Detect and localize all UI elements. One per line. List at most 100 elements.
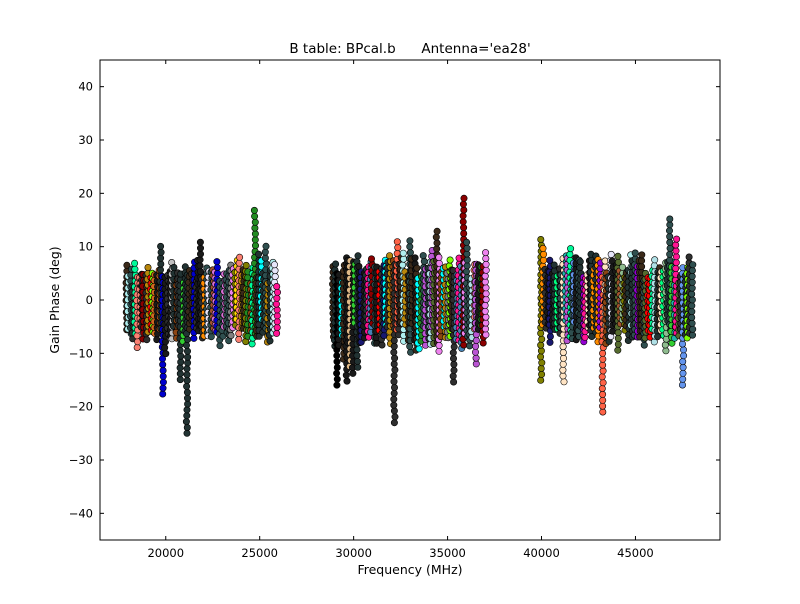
data-point bbox=[157, 260, 165, 268]
axis-ticks: 20000 25000 30000 35000 40000 45000 −40 −30 −20 −… bbox=[69, 60, 720, 560]
data-point bbox=[460, 194, 468, 202]
data-point bbox=[176, 364, 184, 372]
x-tick-label: 40000 bbox=[523, 546, 560, 560]
data-point bbox=[537, 236, 545, 244]
data-point bbox=[144, 263, 152, 271]
data-point bbox=[576, 258, 584, 266]
data-point bbox=[394, 244, 402, 252]
data-point bbox=[482, 331, 490, 339]
data-point bbox=[273, 312, 281, 320]
data-point bbox=[688, 302, 696, 310]
data-point bbox=[466, 342, 474, 350]
data-point bbox=[460, 341, 468, 349]
data-point bbox=[332, 260, 340, 268]
data-point bbox=[638, 257, 646, 265]
data-point bbox=[688, 331, 696, 339]
data-point bbox=[614, 329, 622, 337]
data-point bbox=[688, 278, 696, 286]
data-point bbox=[482, 319, 490, 327]
data-point bbox=[459, 218, 467, 226]
data-point bbox=[599, 379, 607, 387]
data-point bbox=[342, 371, 350, 379]
data-point bbox=[540, 256, 548, 264]
data-point bbox=[411, 254, 419, 262]
x-tick-label: 45000 bbox=[617, 546, 654, 560]
data-point bbox=[251, 224, 259, 232]
data-point bbox=[679, 369, 687, 377]
data-point bbox=[176, 376, 184, 384]
data-point bbox=[143, 336, 151, 344]
data-point bbox=[471, 348, 479, 356]
data-point bbox=[472, 354, 480, 362]
data-point bbox=[183, 371, 191, 379]
data-point bbox=[666, 233, 674, 241]
data-point bbox=[184, 353, 192, 361]
data-point bbox=[651, 256, 659, 264]
data-point bbox=[599, 402, 607, 410]
data-point bbox=[390, 336, 398, 344]
data-point bbox=[614, 340, 622, 348]
data-point bbox=[390, 360, 398, 368]
data-point bbox=[685, 253, 693, 261]
y-tick-label: 40 bbox=[78, 80, 93, 94]
data-point bbox=[255, 250, 263, 258]
data-point bbox=[273, 306, 281, 314]
data-point bbox=[482, 284, 490, 292]
data-point bbox=[462, 268, 470, 276]
data-point bbox=[679, 358, 687, 366]
data-point bbox=[614, 346, 622, 354]
data-point bbox=[353, 357, 361, 365]
data-point bbox=[353, 346, 361, 354]
data-point bbox=[680, 352, 688, 360]
data-point bbox=[390, 401, 398, 409]
data-point bbox=[406, 249, 414, 257]
data-point bbox=[599, 349, 607, 357]
data-point bbox=[449, 349, 457, 357]
data-point bbox=[273, 329, 281, 337]
data-point bbox=[614, 252, 622, 260]
y-tick-label: −10 bbox=[69, 346, 93, 360]
data-point bbox=[460, 230, 468, 238]
data-point bbox=[446, 256, 454, 264]
data-point bbox=[399, 261, 407, 269]
data-point bbox=[666, 238, 674, 246]
data-point bbox=[131, 265, 139, 273]
data-point bbox=[672, 247, 680, 255]
data-point bbox=[460, 206, 468, 214]
data-point bbox=[481, 272, 489, 280]
data-point bbox=[567, 245, 575, 253]
data-point bbox=[472, 336, 480, 344]
data-point bbox=[378, 341, 386, 349]
data-point bbox=[560, 378, 568, 386]
data-point bbox=[333, 369, 341, 377]
data-point bbox=[177, 358, 185, 366]
data-point bbox=[559, 360, 567, 368]
data-point bbox=[159, 384, 167, 392]
data-point bbox=[550, 261, 558, 269]
data-point bbox=[581, 333, 589, 341]
data-point bbox=[463, 256, 471, 264]
data-point bbox=[386, 252, 394, 260]
data-point bbox=[433, 239, 441, 247]
data-point bbox=[273, 294, 281, 302]
data-point bbox=[196, 238, 204, 246]
data-point bbox=[481, 307, 489, 315]
data-point bbox=[354, 252, 362, 260]
data-point bbox=[538, 370, 546, 378]
data-point bbox=[540, 250, 548, 258]
data-point bbox=[665, 227, 673, 235]
data-point bbox=[391, 366, 399, 374]
data-point bbox=[390, 372, 398, 380]
data-point bbox=[538, 335, 546, 343]
data-point bbox=[380, 332, 388, 340]
data-point bbox=[390, 378, 398, 386]
data-point bbox=[598, 384, 606, 392]
data-point bbox=[450, 360, 458, 368]
data-point bbox=[333, 381, 341, 389]
data-point bbox=[559, 343, 567, 351]
data-point bbox=[273, 282, 281, 290]
data-point bbox=[566, 250, 574, 258]
data-point bbox=[251, 212, 259, 220]
data-point bbox=[463, 244, 471, 252]
